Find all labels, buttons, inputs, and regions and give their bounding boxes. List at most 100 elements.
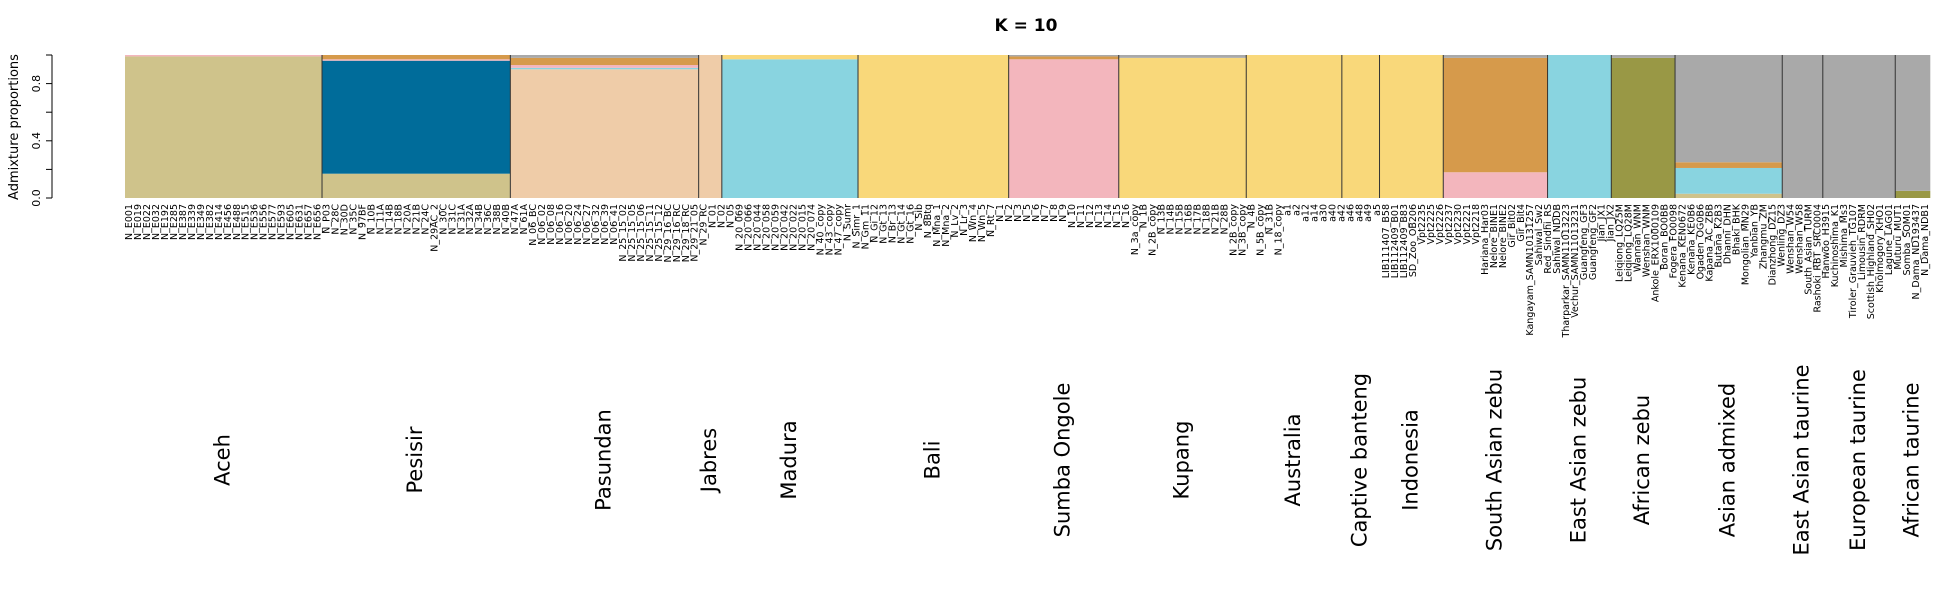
sample-label: a14 bbox=[1309, 204, 1320, 222]
sample-label: N_28B bbox=[1220, 204, 1231, 234]
sample-label: N_20_069 bbox=[735, 204, 746, 251]
sample-label: N_13 bbox=[1094, 204, 1105, 228]
group-label: Pesisir bbox=[403, 426, 427, 493]
sample-label: Wenshan_W54 bbox=[1785, 204, 1796, 274]
sample-label: N_25_15_02 bbox=[618, 204, 629, 262]
bar-segment bbox=[510, 55, 699, 58]
sample-label: Hanwoo_H3915 bbox=[1821, 204, 1832, 278]
bar-segment bbox=[1246, 55, 1343, 198]
sample-label: Vpt2226 bbox=[1435, 204, 1446, 244]
sample-label: Lagune_LAG01 bbox=[1884, 204, 1895, 275]
sample-label: N_40B bbox=[501, 204, 512, 234]
sample-label: N_36C bbox=[483, 204, 494, 235]
sample-label: N_E456 bbox=[223, 204, 234, 240]
sample-label: Sahiwal_NDDB bbox=[1552, 204, 1563, 274]
bar-segment bbox=[125, 55, 323, 57]
sample-label: Sahiwal_Sw2 bbox=[1534, 204, 1545, 265]
sample-label: N_47A bbox=[510, 204, 521, 235]
group-label: African zebu bbox=[1630, 395, 1654, 525]
sample-label: N_25_15_11 bbox=[645, 204, 656, 262]
sample-label: Tharparkar_SAMN11013223 bbox=[1561, 204, 1572, 338]
sample-label: Ankole_ERX1000109 bbox=[1651, 204, 1662, 302]
sample-label: N_06_20 bbox=[564, 204, 575, 245]
sample-label: N_Rt_7 bbox=[986, 204, 997, 237]
sample-label: LIB111407_B58 bbox=[1381, 204, 1392, 278]
bar-segment bbox=[1675, 193, 1783, 198]
sample-label: Mishima_Ms3 bbox=[1839, 204, 1850, 267]
sample-label: Kapana_AC_ZBB bbox=[1704, 204, 1715, 282]
sample-label: N_11 bbox=[1076, 204, 1087, 228]
sample-label: Zhangmu_ZM bbox=[1758, 204, 1769, 269]
sample-label: N_E577 bbox=[268, 204, 279, 240]
sample-label: Jian_JX1 bbox=[1597, 204, 1608, 242]
sample-label: N_E001 bbox=[124, 204, 135, 240]
sample-label: Vpt2235 bbox=[1417, 204, 1428, 244]
sample-label: N_20A bbox=[402, 204, 413, 235]
sample-label: N_31B bbox=[1264, 204, 1275, 234]
bar-segment bbox=[1008, 56, 1120, 60]
sample-label: Scottish_Highland_SH02 bbox=[1866, 204, 1877, 319]
bar-segment bbox=[322, 59, 511, 61]
sample-label: N_Wn_5 bbox=[977, 204, 988, 242]
sample-label: N_34B bbox=[474, 204, 485, 234]
bar-segment bbox=[1008, 55, 1120, 57]
sample-label: N_31C bbox=[447, 204, 458, 235]
bar-segment bbox=[1443, 172, 1548, 198]
sample-label: N_Gi_12 bbox=[869, 204, 880, 243]
sample-label: Red_Sindhi_RS bbox=[1543, 204, 1554, 274]
sample-label: Hariana_Har03 bbox=[1480, 204, 1491, 275]
sample-label: N_14B bbox=[384, 204, 395, 234]
sample-label: Muturu_MUT1 bbox=[1893, 204, 1904, 270]
sample-label: N_E022 bbox=[142, 204, 153, 240]
sample-label: N_29AC_2 bbox=[429, 204, 440, 252]
bar-segment bbox=[1443, 55, 1548, 58]
sample-label: Nelore_BINE2 bbox=[1498, 204, 1509, 268]
sample-label: N_Simr_1 bbox=[851, 204, 862, 248]
bar-segment bbox=[322, 60, 511, 174]
sample-label: N_97BF bbox=[357, 204, 368, 240]
sample-label: N_31A bbox=[456, 204, 467, 235]
sample-label: N_20_066 bbox=[744, 204, 755, 251]
sample-label: N_06_16 bbox=[555, 204, 566, 245]
sample-label: N_06_BC bbox=[528, 204, 539, 246]
group-labels: Aceh Pesisir Pasundan Jabres Madura Bali Sumba… bbox=[211, 364, 1924, 555]
sample-label: N_E339 bbox=[187, 204, 198, 240]
sample-label: Kenana_KE0B6 bbox=[1687, 204, 1698, 275]
sample-label: N_3 bbox=[1013, 204, 1024, 222]
sample-label: N_Lr_3 bbox=[959, 204, 970, 236]
sample-label: Gir_Bit02 bbox=[1507, 204, 1518, 248]
sample-label: N_29_21_05 bbox=[690, 204, 701, 262]
sample-label: N_E515 bbox=[241, 204, 252, 240]
sample-label: N_E488 bbox=[232, 204, 243, 240]
sample-label: N_20_022 bbox=[789, 204, 800, 251]
sample-label: N_47_copy bbox=[833, 204, 844, 256]
bar-segment bbox=[1895, 55, 1931, 191]
sample-label: N_28C bbox=[331, 204, 342, 235]
bar-segment bbox=[510, 69, 699, 198]
sample-label: N_Mna_2 bbox=[941, 204, 952, 247]
sample-label: N_43_copy bbox=[824, 204, 835, 256]
sample-label: N_20_058 bbox=[762, 204, 773, 251]
sample-label: N_E657 bbox=[304, 204, 315, 240]
sample-label: a1 bbox=[1282, 204, 1293, 216]
sample-label: N_01 bbox=[708, 204, 719, 228]
sample-label: Wenshan_WNM bbox=[1642, 204, 1653, 277]
sample-label: N_4B bbox=[1247, 204, 1258, 228]
sample-label: N_8Btq bbox=[923, 204, 934, 238]
sample-label: Mongolian_MN29 bbox=[1740, 204, 1751, 285]
sample-label: N_2 bbox=[1004, 204, 1015, 222]
sample-label: SD_Zoo_OB206 bbox=[1408, 204, 1419, 277]
sample-label: N_3a_copy bbox=[1130, 204, 1141, 256]
sample-label: N_1B bbox=[1139, 204, 1150, 228]
group-label: African taurine bbox=[1900, 383, 1924, 538]
sample-label: N_Dama_NDB1 bbox=[1920, 204, 1931, 276]
sample-label: N_Lv_2 bbox=[950, 204, 961, 238]
sample-label: N_2B_copy bbox=[1229, 204, 1240, 256]
sample-label: a12 bbox=[1300, 204, 1311, 222]
sample-label: N_40_copy bbox=[815, 204, 826, 256]
sample-label: N_02 bbox=[717, 204, 728, 228]
sample-label: N_17B bbox=[1193, 204, 1204, 234]
group-label: Sumba Ongole bbox=[1051, 383, 1075, 538]
sample-label: Leiqiong_LQ28M bbox=[1624, 204, 1635, 282]
bar-segment bbox=[1675, 167, 1783, 194]
